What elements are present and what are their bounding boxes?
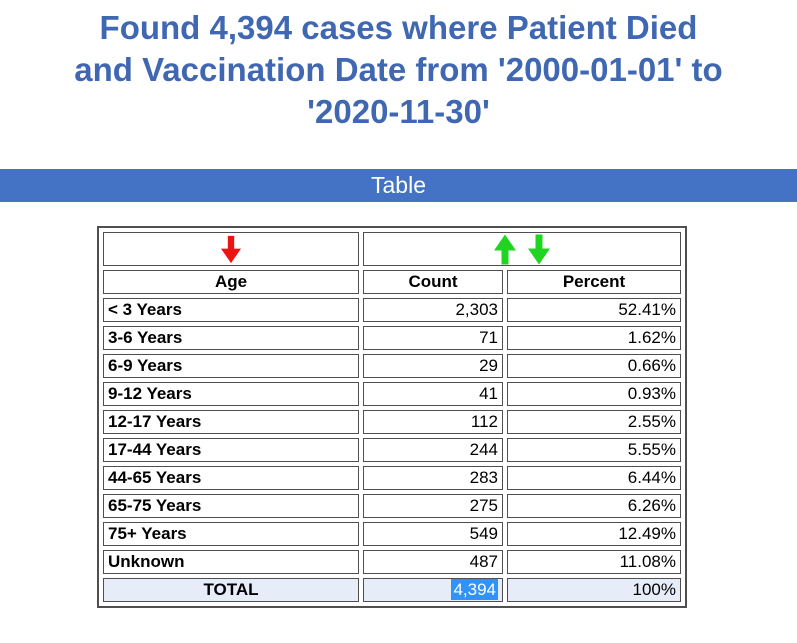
page-title-line-1: Found 4,394 cases where Patient Died: [99, 9, 698, 46]
results-page: Found 4,394 cases where Patient Died and…: [0, 7, 797, 643]
age-value: 3-6 Years: [103, 326, 359, 350]
total-count-cell: 4,394: [363, 578, 503, 602]
table-row: 44-65 Years 283 6.44%: [103, 466, 681, 490]
total-label: TOTAL: [103, 578, 359, 602]
percent-value: 2.55%: [507, 410, 681, 434]
count-value: 112: [363, 410, 503, 434]
percent-value: 5.55%: [507, 438, 681, 462]
count-value: 283: [363, 466, 503, 490]
table-row: Unknown 487 11.08%: [103, 550, 681, 574]
percent-value: 0.66%: [507, 354, 681, 378]
table-row: 6-9 Years 29 0.66%: [103, 354, 681, 378]
table-row: 75+ Years 549 12.49%: [103, 522, 681, 546]
count-sort-descending-icon[interactable]: [528, 234, 550, 265]
age-value: 12-17 Years: [103, 410, 359, 434]
table-row: 9-12 Years 41 0.93%: [103, 382, 681, 406]
percent-value: 6.44%: [507, 466, 681, 490]
percent-value: 12.49%: [507, 522, 681, 546]
table-section-label: Table: [371, 172, 426, 198]
value-sort-cell: [363, 232, 681, 266]
count-value: 2,303: [363, 298, 503, 322]
table-row: < 3 Years 2,303 52.41%: [103, 298, 681, 322]
total-count-selected-text[interactable]: 4,394: [451, 579, 498, 600]
sort-arrow-row: [103, 232, 681, 266]
count-value: 549: [363, 522, 503, 546]
total-row: TOTAL 4,394 100%: [103, 578, 681, 602]
count-value: 275: [363, 494, 503, 518]
age-value: < 3 Years: [103, 298, 359, 322]
column-header-percent: Percent: [507, 270, 681, 294]
table-row: 12-17 Years 112 2.55%: [103, 410, 681, 434]
percent-value: 11.08%: [507, 550, 681, 574]
percent-value: 52.41%: [507, 298, 681, 322]
age-value: Unknown: [103, 550, 359, 574]
page-title-line-2: and Vaccination Date from '2000-01-01' t…: [74, 51, 723, 88]
age-value: 17-44 Years: [103, 438, 359, 462]
percent-value: 6.26%: [507, 494, 681, 518]
age-value: 75+ Years: [103, 522, 359, 546]
count-value: 41: [363, 382, 503, 406]
table-section-bar: Table: [0, 169, 797, 202]
age-value: 9-12 Years: [103, 382, 359, 406]
column-header-age: Age: [103, 270, 359, 294]
count-value: 244: [363, 438, 503, 462]
page-title: Found 4,394 cases where Patient Died and…: [0, 7, 797, 133]
age-value: 44-65 Years: [103, 466, 359, 490]
count-value: 71: [363, 326, 503, 350]
table-row: 17-44 Years 244 5.55%: [103, 438, 681, 462]
count-value: 487: [363, 550, 503, 574]
percent-value: 1.62%: [507, 326, 681, 350]
table-row: 3-6 Years 71 1.62%: [103, 326, 681, 350]
age-value: 6-9 Years: [103, 354, 359, 378]
age-value: 65-75 Years: [103, 494, 359, 518]
column-header-count: Count: [363, 270, 503, 294]
total-percent: 100%: [507, 578, 681, 602]
age-sort-descending-icon[interactable]: [221, 235, 241, 264]
table-row: 65-75 Years 275 6.26%: [103, 494, 681, 518]
count-value: 29: [363, 354, 503, 378]
percent-value: 0.93%: [507, 382, 681, 406]
page-title-line-3: '2020-11-30': [307, 93, 490, 130]
table-header-row: Age Count Percent: [103, 270, 681, 294]
results-table: Age Count Percent < 3 Years 2,303 52.41%…: [97, 226, 687, 608]
age-sort-cell: [103, 232, 359, 266]
results-table-container: Age Count Percent < 3 Years 2,303 52.41%…: [97, 226, 797, 608]
count-sort-ascending-icon[interactable]: [494, 234, 516, 265]
